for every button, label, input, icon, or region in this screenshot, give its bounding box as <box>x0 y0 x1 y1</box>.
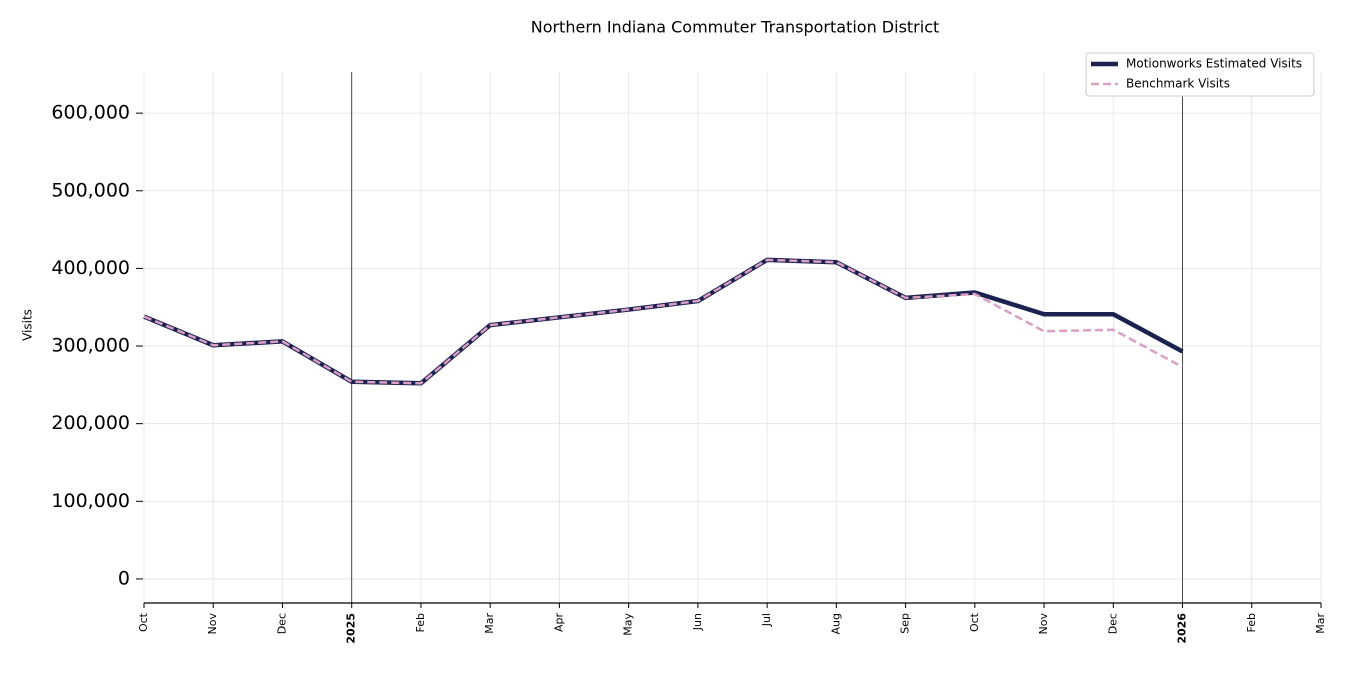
y-tick-label: 0 <box>118 567 130 589</box>
x-tick-label: Jun <box>691 613 704 631</box>
y-tick-label: 200,000 <box>51 412 130 434</box>
x-tick-label: 2025 <box>345 613 358 644</box>
x-tick-label: Sep <box>899 613 912 634</box>
x-tick-label: Oct <box>137 612 150 632</box>
legend: Motionworks Estimated Visits Benchmark Vi… <box>1085 52 1315 97</box>
x-tick-label: Mar <box>483 613 496 634</box>
series-line <box>143 258 1184 385</box>
legend-box <box>1085 52 1315 97</box>
x-tick-label: Nov <box>206 613 219 635</box>
y-tick-label: 100,000 <box>51 490 130 512</box>
x-tick-label: Aug <box>829 613 842 634</box>
y-tick-label: 500,000 <box>51 179 130 201</box>
y-tick-label: 400,000 <box>51 257 130 279</box>
x-tick-label: Mar <box>1314 613 1327 634</box>
chart-title: Northern Indiana Commuter Transportation… <box>531 18 940 37</box>
x-tick-label: 2026 <box>1176 613 1189 644</box>
x-tick-label: Dec <box>275 613 288 634</box>
y-tick-label: 600,000 <box>51 102 130 124</box>
y-axis-label: Visits <box>21 309 35 341</box>
x-tick-label: Oct <box>968 612 981 632</box>
x-tick-label: Dec <box>1106 613 1119 634</box>
x-tick-label: Apr <box>552 613 565 633</box>
legend-label: Benchmark Visits <box>1126 77 1230 91</box>
x-tick-label: Feb <box>1245 613 1258 632</box>
x-tick-label: Feb <box>414 613 427 632</box>
x-tick-label: May <box>622 613 635 636</box>
x-tick-label: Nov <box>1037 613 1050 635</box>
x-tick-label: Jul <box>760 613 773 627</box>
legend-label: Motionworks Estimated Visits <box>1126 57 1302 71</box>
y-tick-label: 300,000 <box>51 335 130 357</box>
